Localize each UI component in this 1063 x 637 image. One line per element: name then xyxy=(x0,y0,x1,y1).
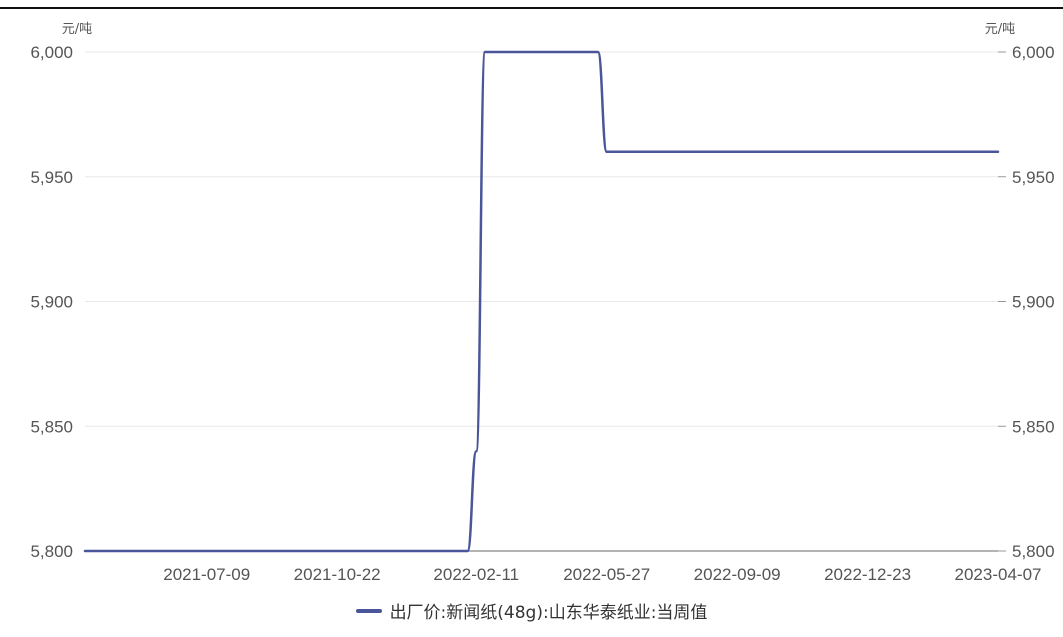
x-tick-label: 2022-12-23 xyxy=(824,565,911,584)
y-tick-label-right: 5,900 xyxy=(1012,293,1055,312)
y-tick-label-right: 5,850 xyxy=(1012,417,1055,436)
y-tick-label-left: 6,000 xyxy=(30,43,73,62)
series-line xyxy=(83,50,1000,553)
x-tick-label: 2022-05-27 xyxy=(563,565,650,584)
y-tick-label-right: 5,800 xyxy=(1012,542,1055,561)
series-layer xyxy=(83,50,1000,553)
x-tick-label: 2021-10-22 xyxy=(294,565,381,584)
x-tick-label: 2022-09-09 xyxy=(694,565,781,584)
x-tick-label: 2021-07-09 xyxy=(163,565,250,584)
y-axis-unit-right: 元/吨 xyxy=(985,22,1015,37)
y-tick-label-left: 5,800 xyxy=(30,542,73,561)
legend: 出厂价:新闻纸(48g):山东华泰纸业:当周值 xyxy=(0,598,1063,623)
x-tick-label: 2023-04-07 xyxy=(955,565,1042,584)
y-tick-label-left: 5,900 xyxy=(30,293,73,312)
y-tick-label-left: 5,950 xyxy=(30,168,73,187)
grid-lines xyxy=(85,51,998,427)
legend-swatch xyxy=(355,608,382,613)
x-tick-label: 2022-02-11 xyxy=(433,565,519,584)
y-tick-label-right: 6,000 xyxy=(1012,43,1055,62)
y-tick-label-right: 5,950 xyxy=(1012,168,1055,187)
y-axis-unit-left: 元/吨 xyxy=(62,22,92,37)
tick-labels: 5,800 5,800 5,850 5,850 5,900 5,900 5,950 5,950… xyxy=(30,22,1054,584)
y-tick-label-left: 5,850 xyxy=(30,417,73,436)
legend-series-name: 出厂价:新闻纸(48g):山东华泰纸业:当周值 xyxy=(389,603,708,623)
top-border-rule xyxy=(0,7,1063,9)
